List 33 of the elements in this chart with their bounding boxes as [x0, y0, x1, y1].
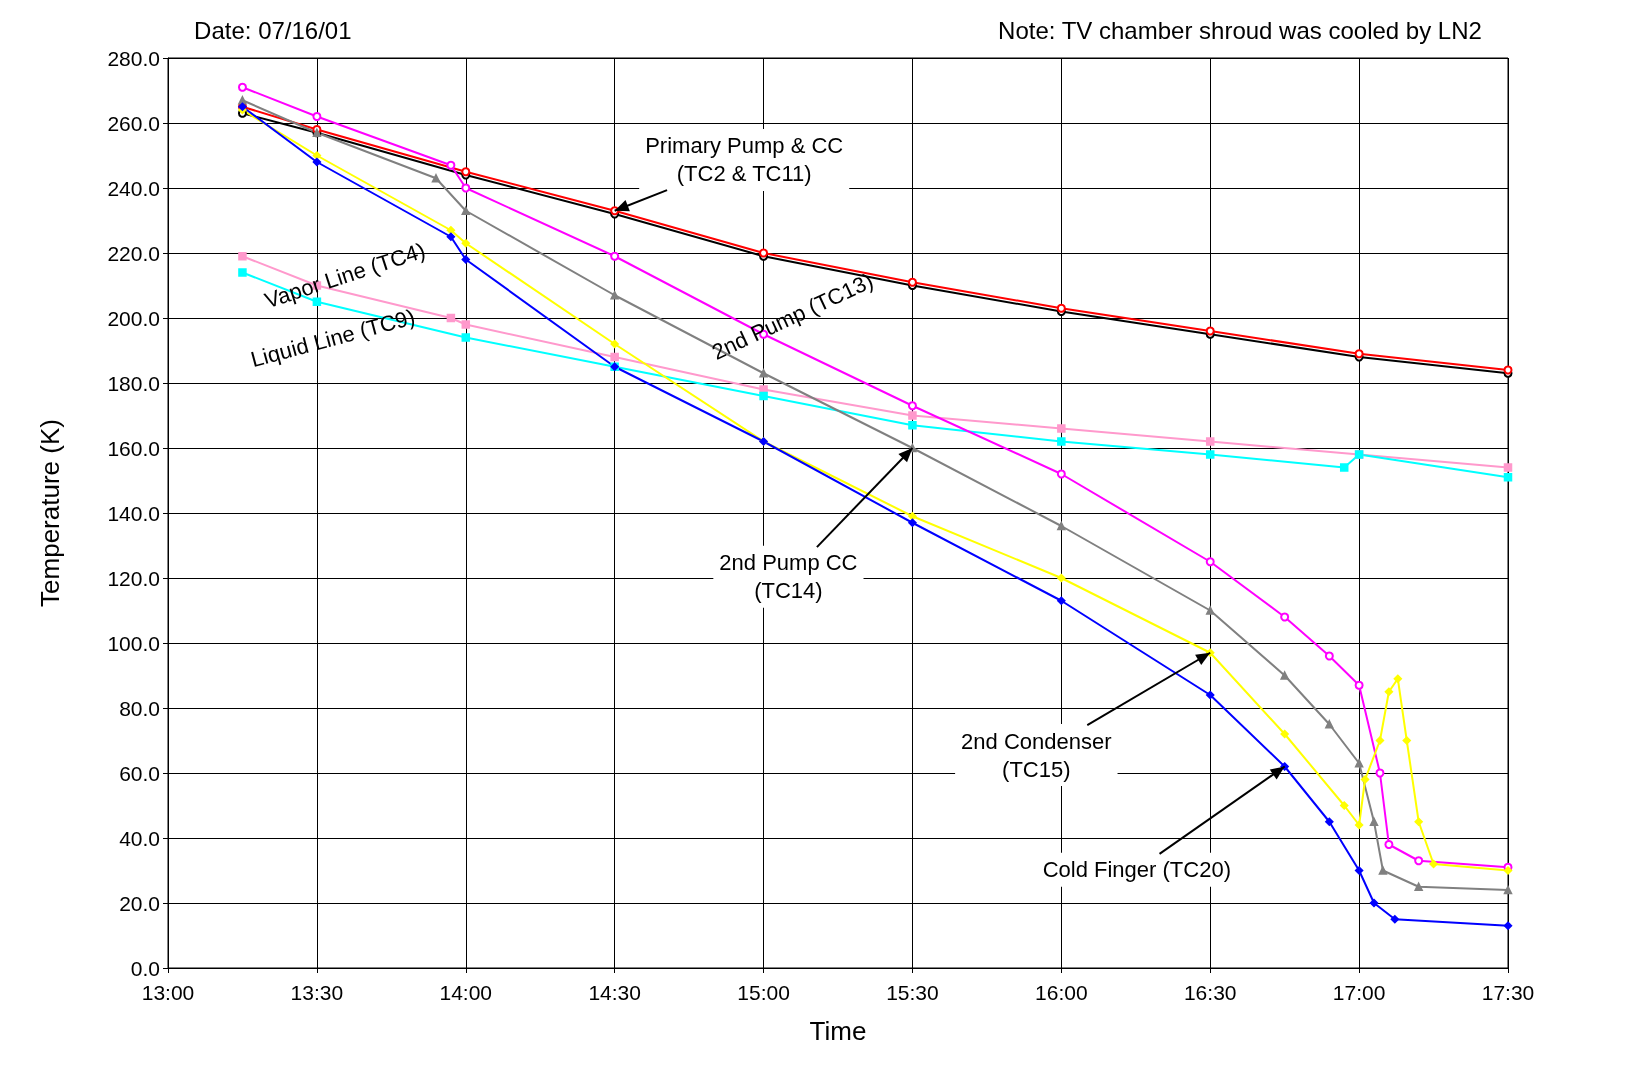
annotation: Cold Finger (TC20)	[1042, 857, 1231, 883]
y-tick-label: 0.0	[130, 956, 160, 980]
y-tick-label: 180.0	[107, 371, 160, 395]
x-tick-label: 14:30	[588, 981, 641, 1004]
y-tick-label: 220.0	[107, 241, 160, 265]
x-tick-label: 17:30	[1481, 981, 1535, 1004]
y-tick-label: 20.0	[119, 891, 160, 915]
y-tick-label: 240.0	[107, 176, 160, 200]
x-tick-label: 15:00	[737, 981, 790, 1004]
annotation: 2nd Pump CC (TC14)	[719, 550, 858, 604]
y-tick-label: 100.0	[107, 631, 160, 655]
x-tick-label: 15:30	[886, 981, 939, 1004]
y-tick-label: 200.0	[107, 306, 160, 330]
annotation: Primary Pump & CC (TC2 & TC11)	[645, 133, 844, 187]
x-tick-label: 16:30	[1183, 981, 1237, 1004]
x-tick-label: 16:00	[1035, 981, 1088, 1004]
y-tick-label: 120.0	[107, 566, 160, 590]
y-axis-title: Temperature (K)	[35, 419, 65, 607]
y-tick-label: 280.0	[107, 46, 160, 70]
y-tick-label: 40.0	[119, 826, 160, 850]
x-tick-label: 13:00	[141, 981, 195, 1004]
annotation: 2nd Condenser (TC15)	[961, 728, 1112, 782]
y-tick-label: 80.0	[119, 696, 160, 720]
x-tick-label: 13:30	[290, 981, 344, 1004]
x-axis-title: Time	[809, 1016, 867, 1046]
y-tick-label: 260.0	[107, 111, 160, 135]
y-tick-label: 160.0	[107, 436, 160, 460]
y-tick-label: 140.0	[107, 501, 160, 525]
text: Note: TV chamber shroud was cooled by LN2	[998, 16, 1482, 44]
x-tick-label: 14:00	[439, 981, 493, 1004]
y-tick-label: 60.0	[119, 761, 160, 785]
x-tick-label: 17:00	[1332, 981, 1386, 1004]
text: Date: 07/16/01	[194, 16, 352, 44]
